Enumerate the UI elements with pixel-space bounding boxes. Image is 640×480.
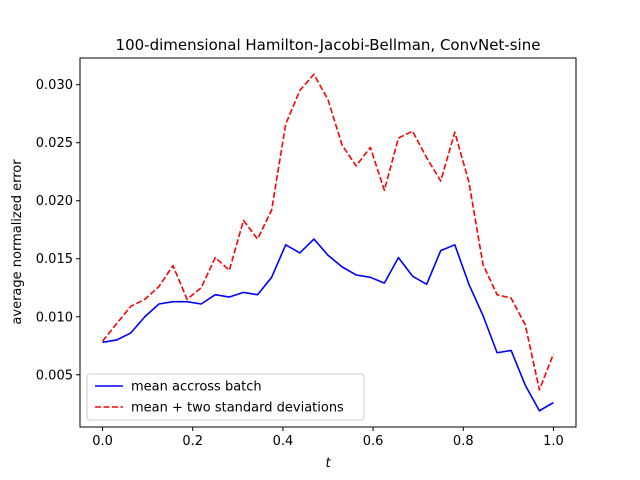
x-axis-ticks: 0.0 0.2 0.4 0.6 0.8 1.0 — [92, 427, 564, 449]
y-tick-label: 0.015 — [36, 252, 73, 267]
x-tick-label: 0.2 — [182, 434, 203, 449]
legend-label-1: mean accross batch — [131, 380, 262, 395]
x-axis-label: t — [325, 456, 331, 471]
legend-box — [86, 373, 365, 421]
y-tick-label: 0.030 — [36, 78, 73, 93]
legend: mean accross batch mean + two standard de… — [86, 373, 365, 421]
series-line-2 — [101, 73, 555, 391]
legend-entries: mean accross batch mean + two standard de… — [95, 380, 344, 416]
legend-label-2: mean + two standard deviations — [131, 401, 344, 416]
x-tick-label: 0.6 — [363, 434, 384, 449]
y-axis-label: average normalized error — [10, 159, 25, 325]
y-tick-label: 0.010 — [36, 310, 73, 325]
y-tick-label: 0.025 — [36, 136, 73, 151]
series-line-1 — [102, 238, 554, 412]
y-tick-label: 0.020 — [36, 194, 73, 209]
x-tick-label: 0.0 — [92, 434, 113, 449]
series-layer — [101, 73, 555, 412]
y-tick-label: 0.005 — [36, 368, 73, 383]
x-tick-label: 0.4 — [273, 434, 294, 449]
x-tick-label: 0.8 — [453, 434, 474, 449]
plot-area: 0.0 0.2 0.4 0.6 0.8 1.0 0.0050.0100.0150.0200… — [36, 57, 577, 449]
y-axis-ticks: 0.005 0.010 0.015 0.020 0.025 0.030 — [36, 78, 80, 383]
x-tick-label: 1.0 — [543, 434, 564, 449]
axes-frame — [79, 57, 577, 428]
chart-title: 100-dimensional Hamilton-Jacobi-Bellman,… — [116, 36, 541, 54]
